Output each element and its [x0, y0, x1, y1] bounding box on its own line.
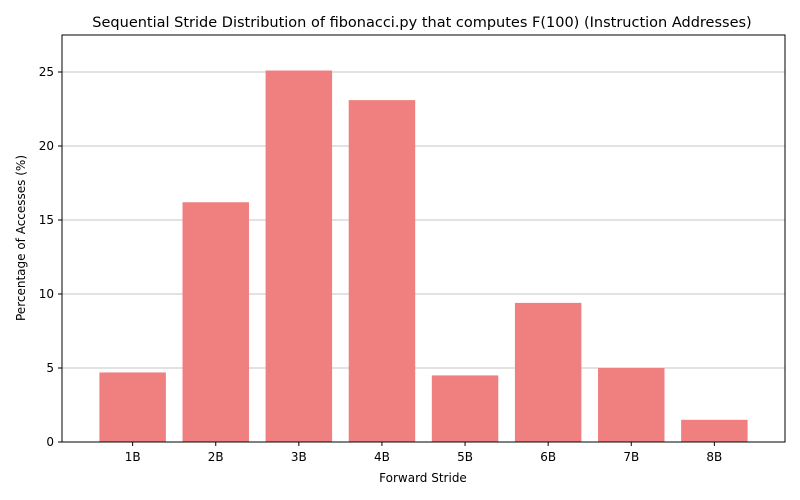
y-axis-label: Percentage of Accesses (%) — [14, 155, 28, 321]
y-tick-label: 10 — [39, 287, 54, 301]
y-tick-label: 15 — [39, 213, 54, 227]
bar-6B — [514, 302, 582, 442]
bar-3B — [265, 70, 333, 443]
bar-1B — [99, 372, 166, 442]
y-tick-label: 0 — [46, 435, 54, 449]
chart-title: Sequential Stride Distribution of fibona… — [92, 15, 751, 31]
bar-2B — [182, 202, 249, 442]
x-tick-label: 4B — [374, 450, 390, 464]
x-axis: 1B 2B 3B 4B 5B 6B 7B 8B — [125, 442, 722, 464]
bar-4B — [348, 100, 416, 443]
x-tick-label: 3B — [291, 450, 307, 464]
y-axis: 0 5 10 15 20 25 — [39, 65, 62, 449]
plot-frame — [61, 34, 786, 443]
y-tick-label: 5 — [46, 361, 54, 375]
bar-5B — [431, 375, 499, 442]
y-tick-label: 25 — [39, 65, 54, 79]
grid-lines — [62, 71, 785, 443]
y-tick-label: 20 — [39, 139, 54, 153]
x-tick-label: 6B — [540, 450, 556, 464]
x-tick-label: 8B — [706, 450, 722, 464]
bar-7B — [598, 368, 665, 442]
bars — [99, 70, 748, 443]
x-axis-label: Forward Stride — [379, 471, 467, 485]
x-tick-label: 5B — [457, 450, 473, 464]
x-tick-label: 1B — [125, 450, 141, 464]
bar-8B — [681, 419, 748, 442]
x-tick-label: 7B — [623, 450, 639, 464]
x-tick-label: 2B — [208, 450, 224, 464]
